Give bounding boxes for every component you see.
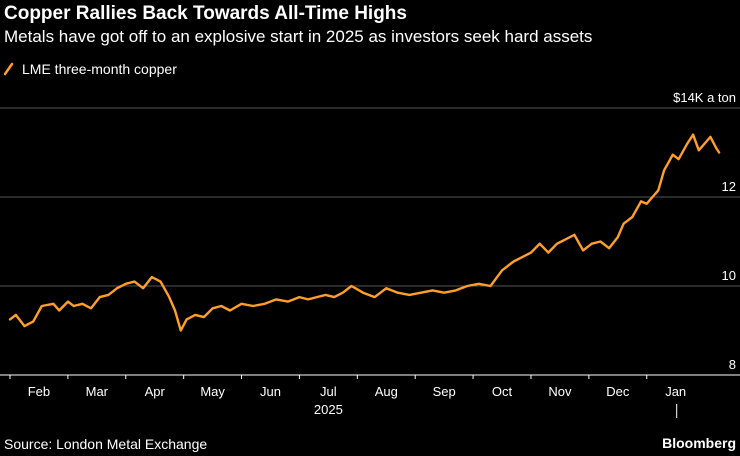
legend-label: LME three-month copper [22,61,177,77]
x-tick-label-aug: Aug [375,384,398,399]
y-unit-label: $14K a ton [673,90,736,105]
series-line-0 [8,133,721,332]
y-tick-label: 10 [722,268,736,283]
axis-layer: $14K a ton 12 10 8 Feb Mar Apr May Jun Jul Aug Sep O… [0,90,740,418]
chart-title: Copper Rallies Back Towards All-Time Hig… [4,3,407,24]
chart-subtitle: Metals have got off to an explosive star… [4,27,593,46]
x-tick-label-dec: Dec [606,384,630,399]
x-tick-label-mar: Mar [86,384,109,399]
x-tick-label-nov: Nov [548,384,572,399]
legend-swatch [4,62,14,76]
y-tick-label: 12 [722,179,736,194]
x-tick-label-feb: Feb [28,384,50,399]
x-tick-label-sep: Sep [433,384,456,399]
brand-logo-text: Bloomberg [662,435,736,451]
x-tick-label-apr: Apr [145,384,166,399]
series-layer [8,133,721,332]
x-tick-label-may: May [200,384,225,399]
source-note: Source: London Metal Exchange [4,436,208,452]
x-tick-label-jun: Jun [260,384,281,399]
x-tick-label-oct: Oct [492,384,513,399]
x-tick-label-jul: Jul [320,384,337,399]
legend: LME three-month copper [4,61,177,77]
grid-layer [0,107,740,287]
x-year-label: 2025 [314,402,343,417]
y-tick-label: 8 [729,357,736,372]
x-tick-label-jan: Jan [665,384,686,399]
